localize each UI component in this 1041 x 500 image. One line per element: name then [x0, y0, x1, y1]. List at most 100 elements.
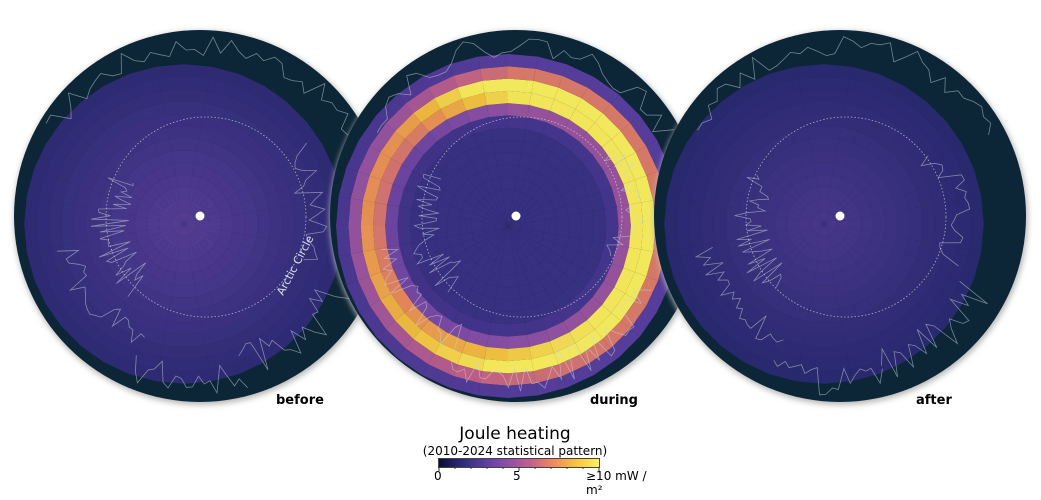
heating-cell — [739, 194, 755, 212]
heating-cell — [80, 257, 99, 280]
heating-cell — [105, 308, 129, 331]
heating-cell — [896, 224, 910, 239]
heating-cell — [495, 236, 504, 250]
heating-cell — [688, 224, 703, 248]
heating-cell — [207, 247, 222, 262]
heating-cell — [739, 236, 755, 254]
heating-cell — [845, 205, 859, 216]
heating-cell — [555, 178, 572, 196]
heating-cell — [824, 272, 835, 286]
heating-cell — [582, 255, 601, 276]
heating-cell — [754, 245, 771, 261]
heating-cell — [879, 279, 900, 300]
heating-cell — [184, 221, 197, 224]
heating-cell — [158, 151, 174, 167]
heating-cell — [531, 230, 545, 239]
heating-cell — [433, 170, 452, 190]
heating-cell — [499, 201, 506, 215]
heating-cell — [516, 272, 529, 287]
heating-cell — [214, 160, 232, 177]
heating-cell — [787, 228, 801, 237]
heating-cell — [171, 284, 184, 298]
heating-cell — [196, 255, 209, 271]
heating-cell — [557, 130, 580, 151]
heating-cell — [45, 150, 67, 178]
heating-cell — [444, 178, 461, 196]
heating-cell — [887, 249, 905, 267]
heating-cell — [155, 195, 169, 209]
heating-cell — [253, 236, 269, 254]
heating-cell — [154, 293, 172, 309]
heating-cell — [136, 271, 154, 288]
heating-cell — [516, 191, 527, 205]
heating-cell — [173, 216, 184, 224]
heating-cell — [571, 183, 589, 201]
heating-cell — [529, 279, 545, 296]
heating-cell — [895, 295, 919, 319]
heating-cell — [861, 108, 886, 129]
heating-cell — [452, 151, 472, 170]
heating-cell — [432, 281, 453, 302]
heating-cell — [664, 196, 679, 224]
heating-cell — [73, 204, 88, 224]
heating-cell — [799, 255, 812, 271]
heating-cell — [404, 259, 423, 282]
heating-cell — [611, 245, 629, 268]
heating-cell — [505, 226, 508, 239]
heating-cell — [128, 309, 151, 328]
heating-cell — [832, 270, 845, 285]
heating-cell — [48, 200, 63, 224]
heating-cell — [630, 115, 657, 147]
heating-cell — [962, 169, 982, 199]
heating-cell — [802, 230, 815, 240]
heating-cell — [545, 110, 570, 131]
heating-cell — [841, 115, 862, 132]
heating-cell — [172, 217, 184, 224]
heating-cell — [196, 224, 209, 229]
heating-cell — [184, 213, 192, 224]
heating-cell — [819, 236, 824, 249]
heating-cell — [743, 181, 761, 199]
heating-cell — [350, 171, 370, 201]
heating-cell — [847, 351, 875, 370]
heating-cell — [752, 299, 775, 320]
heating-cell — [163, 163, 176, 178]
heating-cell — [848, 261, 864, 278]
heating-cell — [604, 226, 619, 246]
heating-cell — [105, 117, 129, 140]
heating-cell — [717, 145, 740, 169]
heating-cell — [209, 287, 227, 305]
heating-cell — [486, 334, 508, 349]
heating-cell — [541, 122, 564, 141]
heating-cell — [824, 138, 839, 152]
heating-cell — [836, 192, 848, 206]
heating-cell — [471, 213, 485, 222]
heating-cell — [563, 150, 584, 171]
heating-cell — [164, 113, 184, 128]
heating-cell — [61, 318, 90, 347]
heating-cell — [562, 64, 594, 88]
heating-cell — [141, 242, 156, 256]
heating-cell — [792, 200, 806, 212]
heating-cell — [369, 272, 391, 300]
heating-cell — [762, 108, 787, 129]
heating-cell — [163, 270, 176, 285]
heating-cell — [524, 168, 539, 184]
heating-cell — [834, 151, 850, 167]
heating-cell — [135, 230, 150, 241]
heating-cell — [177, 212, 184, 224]
heating-cell — [202, 236, 216, 248]
heating-cell — [874, 351, 904, 375]
heating-cell — [200, 266, 215, 282]
heating-cell — [317, 224, 332, 250]
heating-cell — [561, 189, 578, 205]
panel-label-during: during — [590, 393, 638, 408]
heating-cell — [492, 204, 502, 217]
heating-cell — [239, 308, 263, 331]
heating-cell — [128, 120, 151, 139]
heating-cell — [446, 226, 460, 237]
heating-cell — [230, 85, 258, 107]
heating-cell — [440, 99, 466, 120]
heating-cell — [423, 289, 445, 311]
heating-cell — [480, 371, 508, 386]
